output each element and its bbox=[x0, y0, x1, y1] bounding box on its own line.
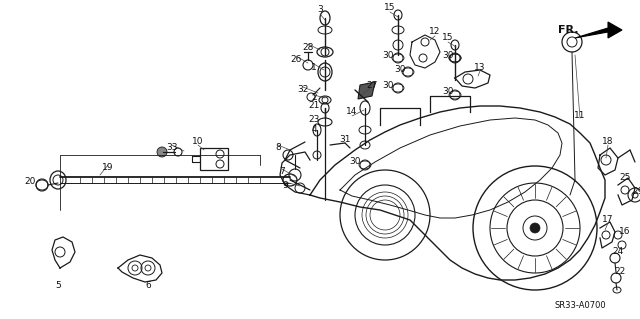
Text: 11: 11 bbox=[574, 110, 586, 120]
Text: 23: 23 bbox=[308, 115, 320, 124]
Text: 30: 30 bbox=[349, 158, 361, 167]
Text: 30: 30 bbox=[442, 50, 454, 60]
Text: 27: 27 bbox=[366, 80, 378, 90]
Text: 5: 5 bbox=[55, 280, 61, 290]
Bar bbox=[200, 148, 228, 170]
Text: 6: 6 bbox=[145, 280, 151, 290]
Text: 32: 32 bbox=[298, 85, 308, 94]
Text: FR.: FR. bbox=[557, 25, 579, 35]
Text: 30: 30 bbox=[382, 50, 394, 60]
Text: SR33-A0700: SR33-A0700 bbox=[554, 300, 606, 309]
Text: 17: 17 bbox=[602, 216, 614, 225]
Polygon shape bbox=[575, 22, 622, 38]
Text: 33: 33 bbox=[166, 144, 178, 152]
Text: 20: 20 bbox=[24, 177, 36, 187]
Text: 30: 30 bbox=[442, 87, 454, 97]
Text: 21: 21 bbox=[308, 100, 320, 109]
Text: 26: 26 bbox=[291, 56, 301, 64]
Text: 14: 14 bbox=[346, 108, 358, 116]
Text: 8: 8 bbox=[275, 144, 281, 152]
Text: 24: 24 bbox=[612, 248, 623, 256]
Text: 18: 18 bbox=[602, 137, 614, 146]
Text: 13: 13 bbox=[474, 63, 486, 72]
Text: 12: 12 bbox=[429, 27, 441, 36]
Text: 29: 29 bbox=[632, 188, 640, 197]
Text: 25: 25 bbox=[620, 174, 630, 182]
Text: 7: 7 bbox=[279, 167, 285, 176]
Text: 15: 15 bbox=[384, 4, 396, 12]
Text: 3: 3 bbox=[317, 5, 323, 14]
Circle shape bbox=[157, 147, 167, 157]
Text: 15: 15 bbox=[442, 33, 454, 42]
Text: 4: 4 bbox=[311, 125, 317, 135]
Text: 30: 30 bbox=[394, 65, 406, 75]
Text: 9: 9 bbox=[282, 181, 288, 189]
Text: 2: 2 bbox=[311, 93, 317, 102]
Text: 31: 31 bbox=[339, 136, 351, 145]
Text: 16: 16 bbox=[620, 227, 631, 236]
Polygon shape bbox=[358, 82, 375, 99]
Text: 30: 30 bbox=[382, 80, 394, 90]
Text: 22: 22 bbox=[614, 268, 626, 277]
Text: 19: 19 bbox=[102, 164, 114, 173]
Text: 1: 1 bbox=[311, 63, 317, 72]
Text: 28: 28 bbox=[302, 43, 314, 53]
Circle shape bbox=[530, 223, 540, 233]
Text: 10: 10 bbox=[192, 137, 204, 146]
